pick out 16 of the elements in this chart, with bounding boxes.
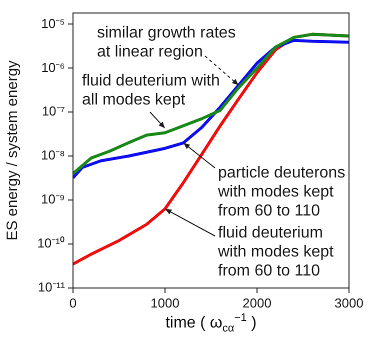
y-tick-label: 10⁻⁵ (41, 16, 65, 31)
y-tick-label: 10⁻⁹ (40, 192, 65, 207)
y-tick-label: 10⁻⁶ (41, 60, 65, 75)
y-tick-label: 10⁻¹¹ (38, 280, 66, 295)
y-axis-title: ES energy / system energy (4, 60, 22, 241)
x-tick-label: 2000 (242, 295, 272, 310)
x-axis-title: time ( ω$_{cα}$$^{−1}$ ) (164, 312, 258, 335)
y-tick-label: 10⁻⁸ (41, 148, 65, 163)
x-tick-label: 0 (69, 295, 77, 310)
annotation: fluid deuterium with all modes kept (82, 72, 220, 108)
x-tick-label: 3000 (334, 295, 364, 310)
annotation: similar growth rates at linear region (97, 24, 236, 60)
y-tick-label: 10⁻⁷ (42, 104, 66, 119)
y-tick-label: 10⁻¹⁰ (37, 236, 65, 251)
x-tick-label: 1000 (150, 295, 180, 310)
annotation: fluid deuterium with modes kept from 60 to 110 (217, 224, 334, 280)
